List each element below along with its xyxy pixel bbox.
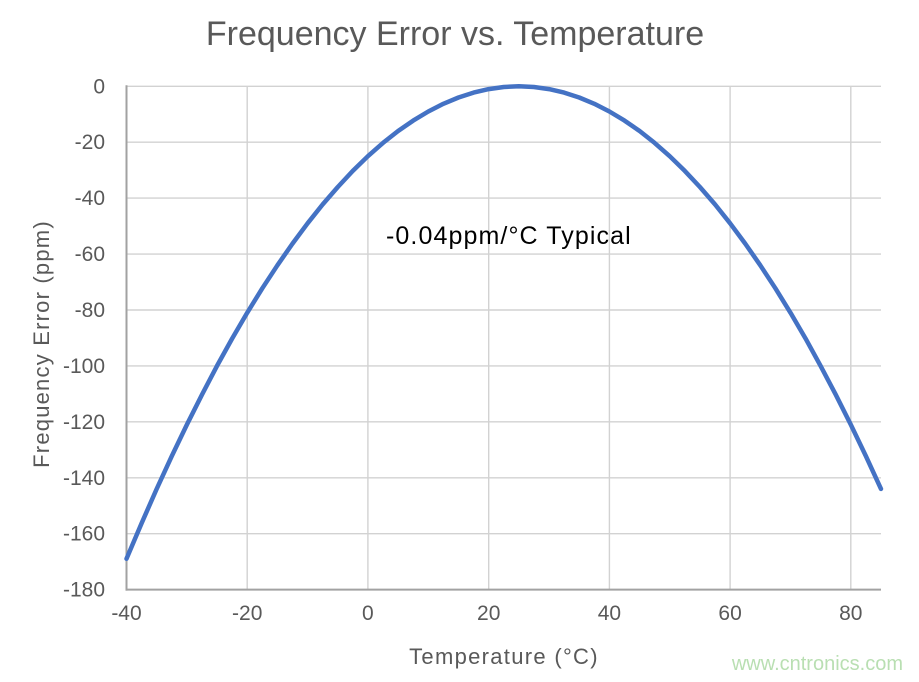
svg-text:Frequency Error (ppm): Frequency Error (ppm) — [29, 220, 54, 468]
svg-text:Frequency Error vs. Temperatur: Frequency Error vs. Temperature — [206, 15, 704, 53]
svg-text:-160: -160 — [63, 523, 105, 546]
svg-text:40: 40 — [598, 602, 621, 625]
svg-text:20: 20 — [477, 602, 500, 625]
svg-text:0: 0 — [362, 602, 374, 625]
svg-text:-60: -60 — [75, 243, 105, 266]
svg-text:Temperature (°C): Temperature (°C) — [409, 644, 599, 669]
svg-text:-20: -20 — [232, 602, 262, 625]
svg-text:www.cntronics.com: www.cntronics.com — [731, 653, 903, 675]
svg-text:-120: -120 — [63, 411, 105, 434]
svg-text:-20: -20 — [75, 131, 105, 154]
svg-text:-40: -40 — [111, 602, 141, 625]
svg-text:-80: -80 — [75, 299, 105, 322]
svg-text:-140: -140 — [63, 467, 105, 490]
svg-text:-180: -180 — [63, 579, 105, 602]
svg-text:60: 60 — [718, 602, 741, 625]
svg-text:-0.04ppm/°C Typical: -0.04ppm/°C Typical — [386, 222, 632, 250]
svg-text:-100: -100 — [63, 355, 105, 378]
svg-text:0: 0 — [93, 75, 105, 98]
svg-text:80: 80 — [839, 602, 862, 625]
svg-text:-40: -40 — [75, 187, 105, 210]
